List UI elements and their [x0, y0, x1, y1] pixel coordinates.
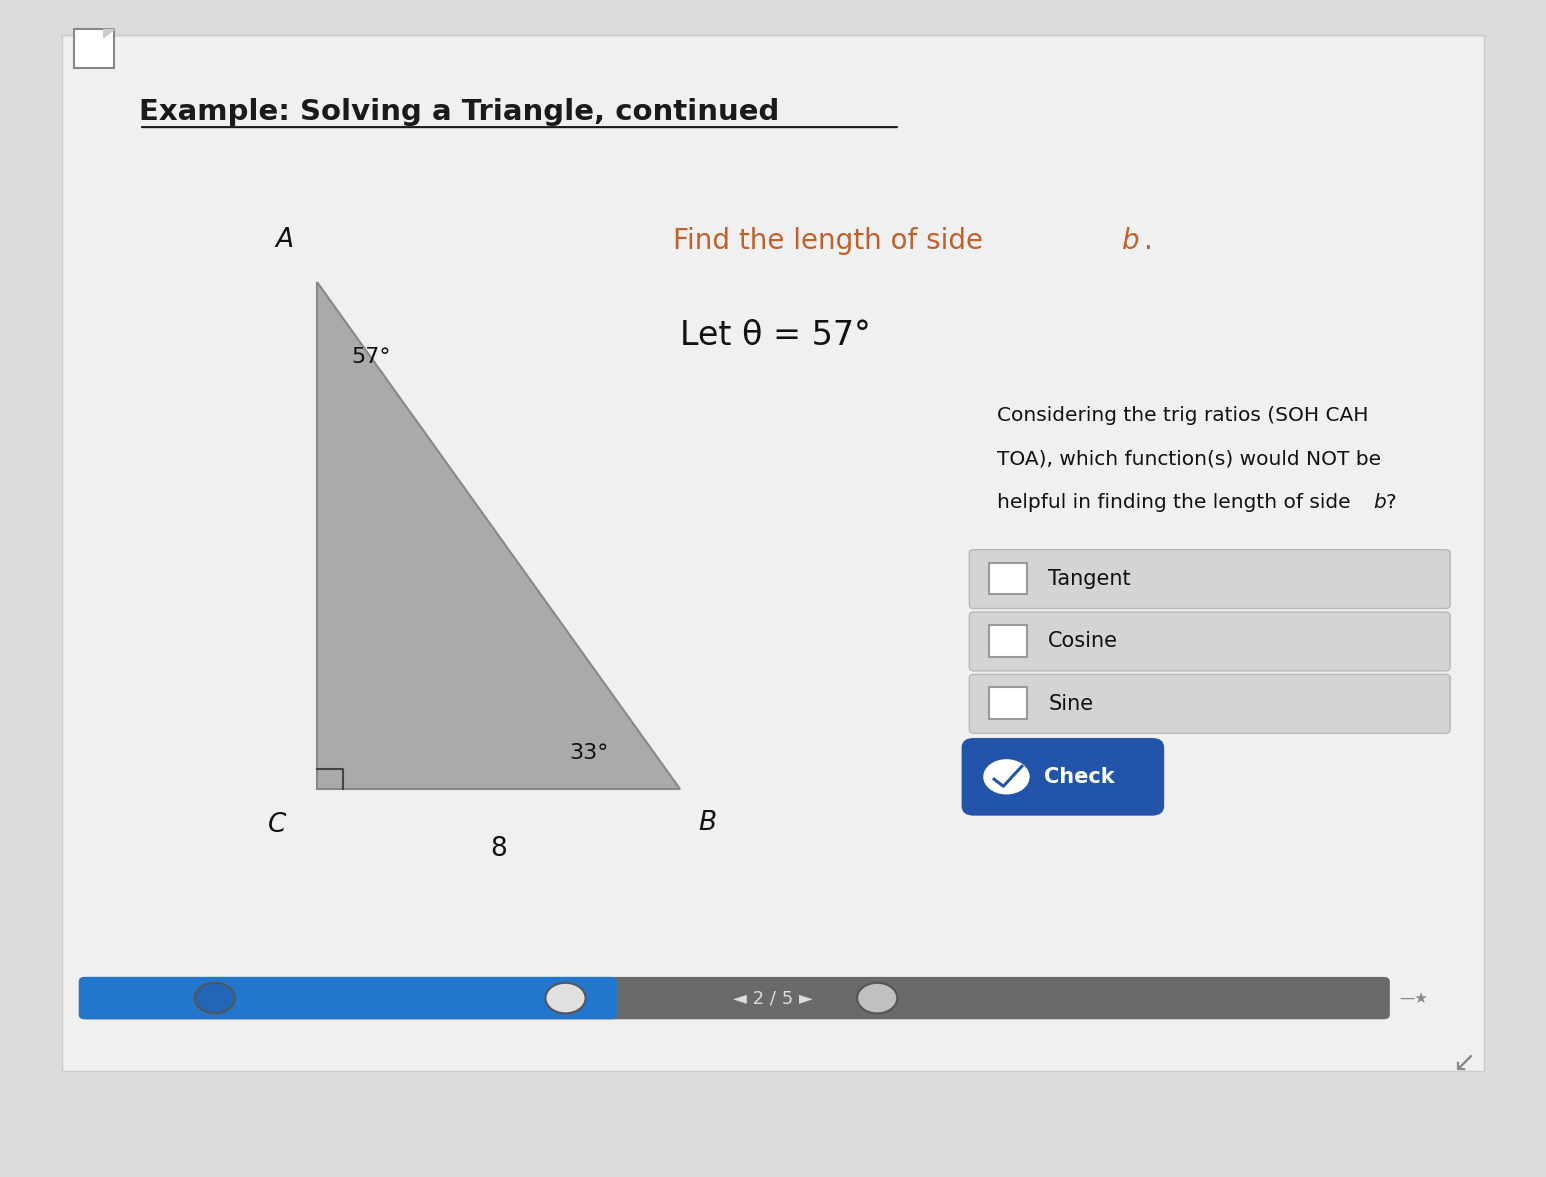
- Text: C: C: [267, 812, 286, 838]
- Text: 8: 8: [490, 836, 507, 862]
- Text: b: b: [1373, 493, 1385, 512]
- Text: Tangent: Tangent: [1048, 570, 1130, 588]
- FancyBboxPatch shape: [962, 738, 1164, 816]
- FancyBboxPatch shape: [62, 35, 1484, 1071]
- Text: TOA), which function(s) would NOT be: TOA), which function(s) would NOT be: [997, 450, 1381, 468]
- Text: 33°: 33°: [569, 743, 608, 763]
- Circle shape: [546, 983, 586, 1013]
- Text: ↙: ↙: [1452, 1049, 1476, 1077]
- Text: Find the length of side: Find the length of side: [673, 227, 991, 255]
- FancyBboxPatch shape: [969, 612, 1450, 671]
- Polygon shape: [104, 29, 114, 38]
- Text: Check: Check: [1044, 767, 1115, 786]
- Circle shape: [195, 983, 235, 1013]
- Text: Let θ = 57°: Let θ = 57°: [680, 319, 870, 352]
- FancyBboxPatch shape: [989, 687, 1027, 719]
- Text: ?: ?: [1385, 493, 1396, 512]
- Text: B: B: [699, 810, 717, 836]
- Circle shape: [983, 759, 1030, 794]
- Text: Cosine: Cosine: [1048, 632, 1118, 651]
- FancyBboxPatch shape: [74, 29, 114, 68]
- Polygon shape: [317, 282, 680, 789]
- FancyBboxPatch shape: [989, 625, 1027, 657]
- Text: Considering the trig ratios (SOH CAH: Considering the trig ratios (SOH CAH: [997, 406, 1368, 425]
- Text: Example: Solving a Triangle, continued: Example: Solving a Triangle, continued: [139, 98, 779, 126]
- FancyBboxPatch shape: [969, 674, 1450, 733]
- Text: helpful in finding the length of side: helpful in finding the length of side: [997, 493, 1357, 512]
- FancyBboxPatch shape: [989, 563, 1027, 594]
- Text: A: A: [275, 227, 294, 253]
- FancyBboxPatch shape: [79, 977, 1390, 1019]
- Text: —★: —★: [1399, 991, 1429, 1005]
- Text: ◄ 2 / 5 ►: ◄ 2 / 5 ►: [733, 989, 813, 1008]
- Text: 57°: 57°: [351, 347, 391, 367]
- Circle shape: [856, 983, 897, 1013]
- Text: Sine: Sine: [1048, 694, 1093, 713]
- Text: .: .: [1144, 227, 1153, 255]
- Text: b: b: [1122, 227, 1139, 255]
- FancyBboxPatch shape: [969, 550, 1450, 609]
- FancyBboxPatch shape: [79, 977, 617, 1019]
